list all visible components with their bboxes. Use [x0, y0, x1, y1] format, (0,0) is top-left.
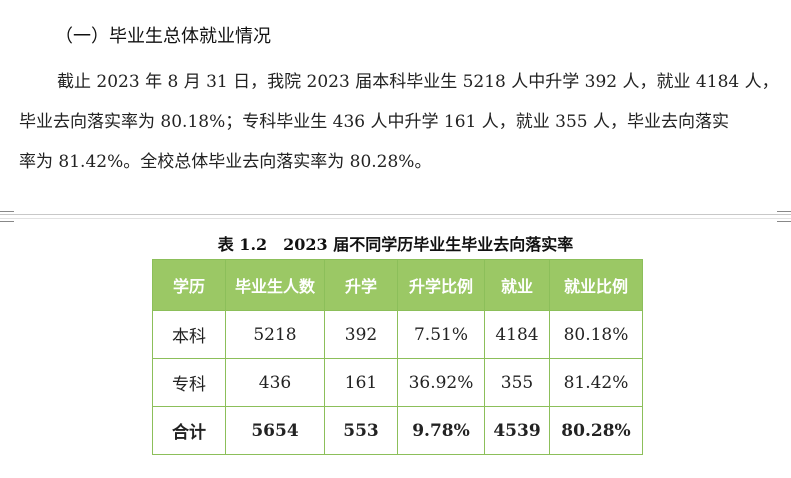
table-row-junior-college: 专科 436 161 36.92% 355 81.42% [152, 358, 643, 407]
table-cell: 161 [324, 358, 398, 407]
section-heading: （一）毕业生总体就业情况 [55, 26, 271, 47]
page-break-marker-left[interactable] [0, 211, 14, 222]
page-break-marker-right[interactable] [777, 211, 791, 222]
table-cell: 7.51% [397, 310, 485, 359]
table-cell: 553 [324, 406, 398, 455]
paragraph-line-3: 率为 81.42%。全校总体毕业去向落实率为 80.28%。 [19, 152, 432, 172]
page-break-rule-secondary [0, 218, 791, 219]
table-caption: 表 1.2 2023 届不同学历毕业生毕业去向落实率 [217, 235, 574, 254]
table-cell: 392 [324, 310, 398, 359]
page-break-rule [0, 214, 791, 215]
column-header-further-study: 升学 [324, 259, 398, 311]
table-cell: 9.78% [397, 406, 485, 455]
table-cell: 81.42% [549, 358, 643, 407]
table-cell: 80.18% [549, 310, 643, 359]
paragraph-line-1: 截止 2023 年 8 月 31 日，我院 2023 届本科毕业生 5218 人… [57, 72, 779, 92]
table-cell: 专科 [152, 358, 226, 407]
table-cell: 4184 [484, 310, 550, 359]
table-cell: 355 [484, 358, 550, 407]
table-cell: 5218 [225, 310, 325, 359]
table-cell: 5654 [225, 406, 325, 455]
table-row-total: 合计 5654 553 9.78% 4539 80.28% [152, 406, 643, 455]
table-cell: 80.28% [549, 406, 643, 455]
graduate-employment-table: 学历 毕业生人数 升学 升学比例 就业 就业比例 本科 5218 392 7.5… [152, 259, 643, 455]
summary-paragraph: 截止 2023 年 8 月 31 日，我院 2023 届本科毕业生 5218 人… [19, 62, 779, 182]
column-header-employment-rate: 就业比例 [549, 259, 643, 311]
table-cell: 合计 [152, 406, 226, 455]
paragraph-line-2: 毕业去向落实率为 80.18%；专科毕业生 436 人中升学 161 人，就业 … [19, 112, 729, 132]
column-header-employed: 就业 [484, 259, 550, 311]
column-header-graduates: 毕业生人数 [225, 259, 325, 311]
table-cell: 36.92% [397, 358, 485, 407]
table-cell: 本科 [152, 310, 226, 359]
table-row-undergraduate: 本科 5218 392 7.51% 4184 80.18% [152, 310, 643, 359]
table-header-row: 学历 毕业生人数 升学 升学比例 就业 就业比例 [152, 259, 643, 311]
column-header-education: 学历 [152, 259, 226, 311]
table-cell: 436 [225, 358, 325, 407]
page-break-divider [0, 206, 791, 224]
table-cell: 4539 [484, 406, 550, 455]
column-header-further-study-rate: 升学比例 [397, 259, 485, 311]
